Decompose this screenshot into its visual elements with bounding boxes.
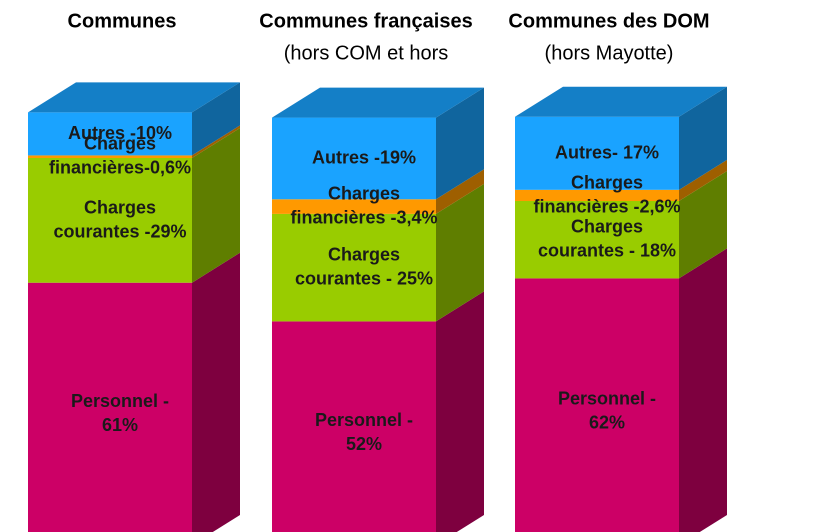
data-label-line: Charges (571, 216, 643, 236)
bar-segment (28, 158, 192, 283)
data-label-line: Personnel - (71, 391, 169, 411)
bar-segment (28, 155, 192, 158)
column-title: Communes (68, 10, 177, 32)
data-label-line: Charges (328, 183, 400, 203)
data-label: Charges financières-0,6% (49, 133, 191, 177)
bar-segment (28, 112, 192, 156)
column-subtitle: (hors Mayotte) (545, 42, 674, 64)
data-label-line: Charges (84, 133, 156, 153)
bar-side (436, 291, 484, 532)
data-label-line: financières -2,6% (533, 196, 680, 216)
data-label: Charges courantes - 18% (538, 216, 676, 260)
data-label: Personnel - 61% (71, 391, 169, 435)
bar-side (192, 128, 240, 283)
data-label: Autres- 17% (555, 142, 659, 162)
bar-side (679, 86, 727, 190)
column-title: Communes françaises (259, 10, 472, 32)
data-label: Personnel - 52% (315, 410, 413, 454)
data-label-line: Charges (328, 244, 400, 264)
bar-side (436, 183, 484, 322)
column-subtitle: (hors COM et hors (284, 42, 448, 64)
bar-top (28, 82, 240, 113)
data-label-line: 61% (102, 415, 138, 435)
data-label: Personnel - 62% (558, 388, 656, 432)
bar-side (192, 125, 240, 158)
data-label-line: Charges (84, 197, 156, 217)
data-label-line: Charges (571, 172, 643, 192)
bar-segment (28, 282, 192, 532)
bar-top (515, 86, 727, 117)
column-title: Communes des DOM (508, 10, 709, 32)
bar-segment (515, 201, 679, 279)
data-label: Autres -19% (312, 147, 416, 167)
data-label-line: financières -3,4% (290, 207, 437, 227)
bar-segment (515, 116, 679, 190)
bar-segment (515, 189, 679, 201)
data-label-line: courantes - 25% (295, 268, 433, 288)
data-label-line: Autres- 17% (555, 142, 659, 162)
data-label-line: Autres -10% (68, 123, 172, 143)
bar-segment (515, 278, 679, 532)
data-label-line: Personnel - (315, 410, 413, 430)
bar-side (436, 169, 484, 214)
bar-side (679, 248, 727, 532)
data-label-line: 52% (346, 434, 382, 454)
data-label-line: 62% (589, 412, 625, 432)
data-label-line: Autres -19% (312, 147, 416, 167)
data-label-line: financières-0,6% (49, 157, 191, 177)
data-label-line: Personnel - (558, 388, 656, 408)
data-label: Charges financières -2,6% (533, 172, 680, 216)
bar-side (192, 82, 240, 156)
bar-segment (272, 199, 436, 214)
bar-segment (272, 117, 436, 200)
data-label: Charges financières -3,4% (290, 183, 437, 227)
bar-segment (272, 321, 436, 532)
data-label-line: courantes -29% (53, 221, 186, 241)
data-label-line: courantes - 18% (538, 240, 676, 260)
data-label: Autres -10% (68, 123, 172, 143)
bar-side (192, 252, 240, 532)
bar-segment (272, 213, 436, 322)
bar-side (679, 171, 727, 279)
data-label: Charges courantes -29% (53, 197, 186, 241)
bar-side (679, 159, 727, 201)
bar-side (436, 87, 484, 200)
bar-top (272, 87, 484, 118)
data-label: Charges courantes - 25% (295, 244, 433, 288)
